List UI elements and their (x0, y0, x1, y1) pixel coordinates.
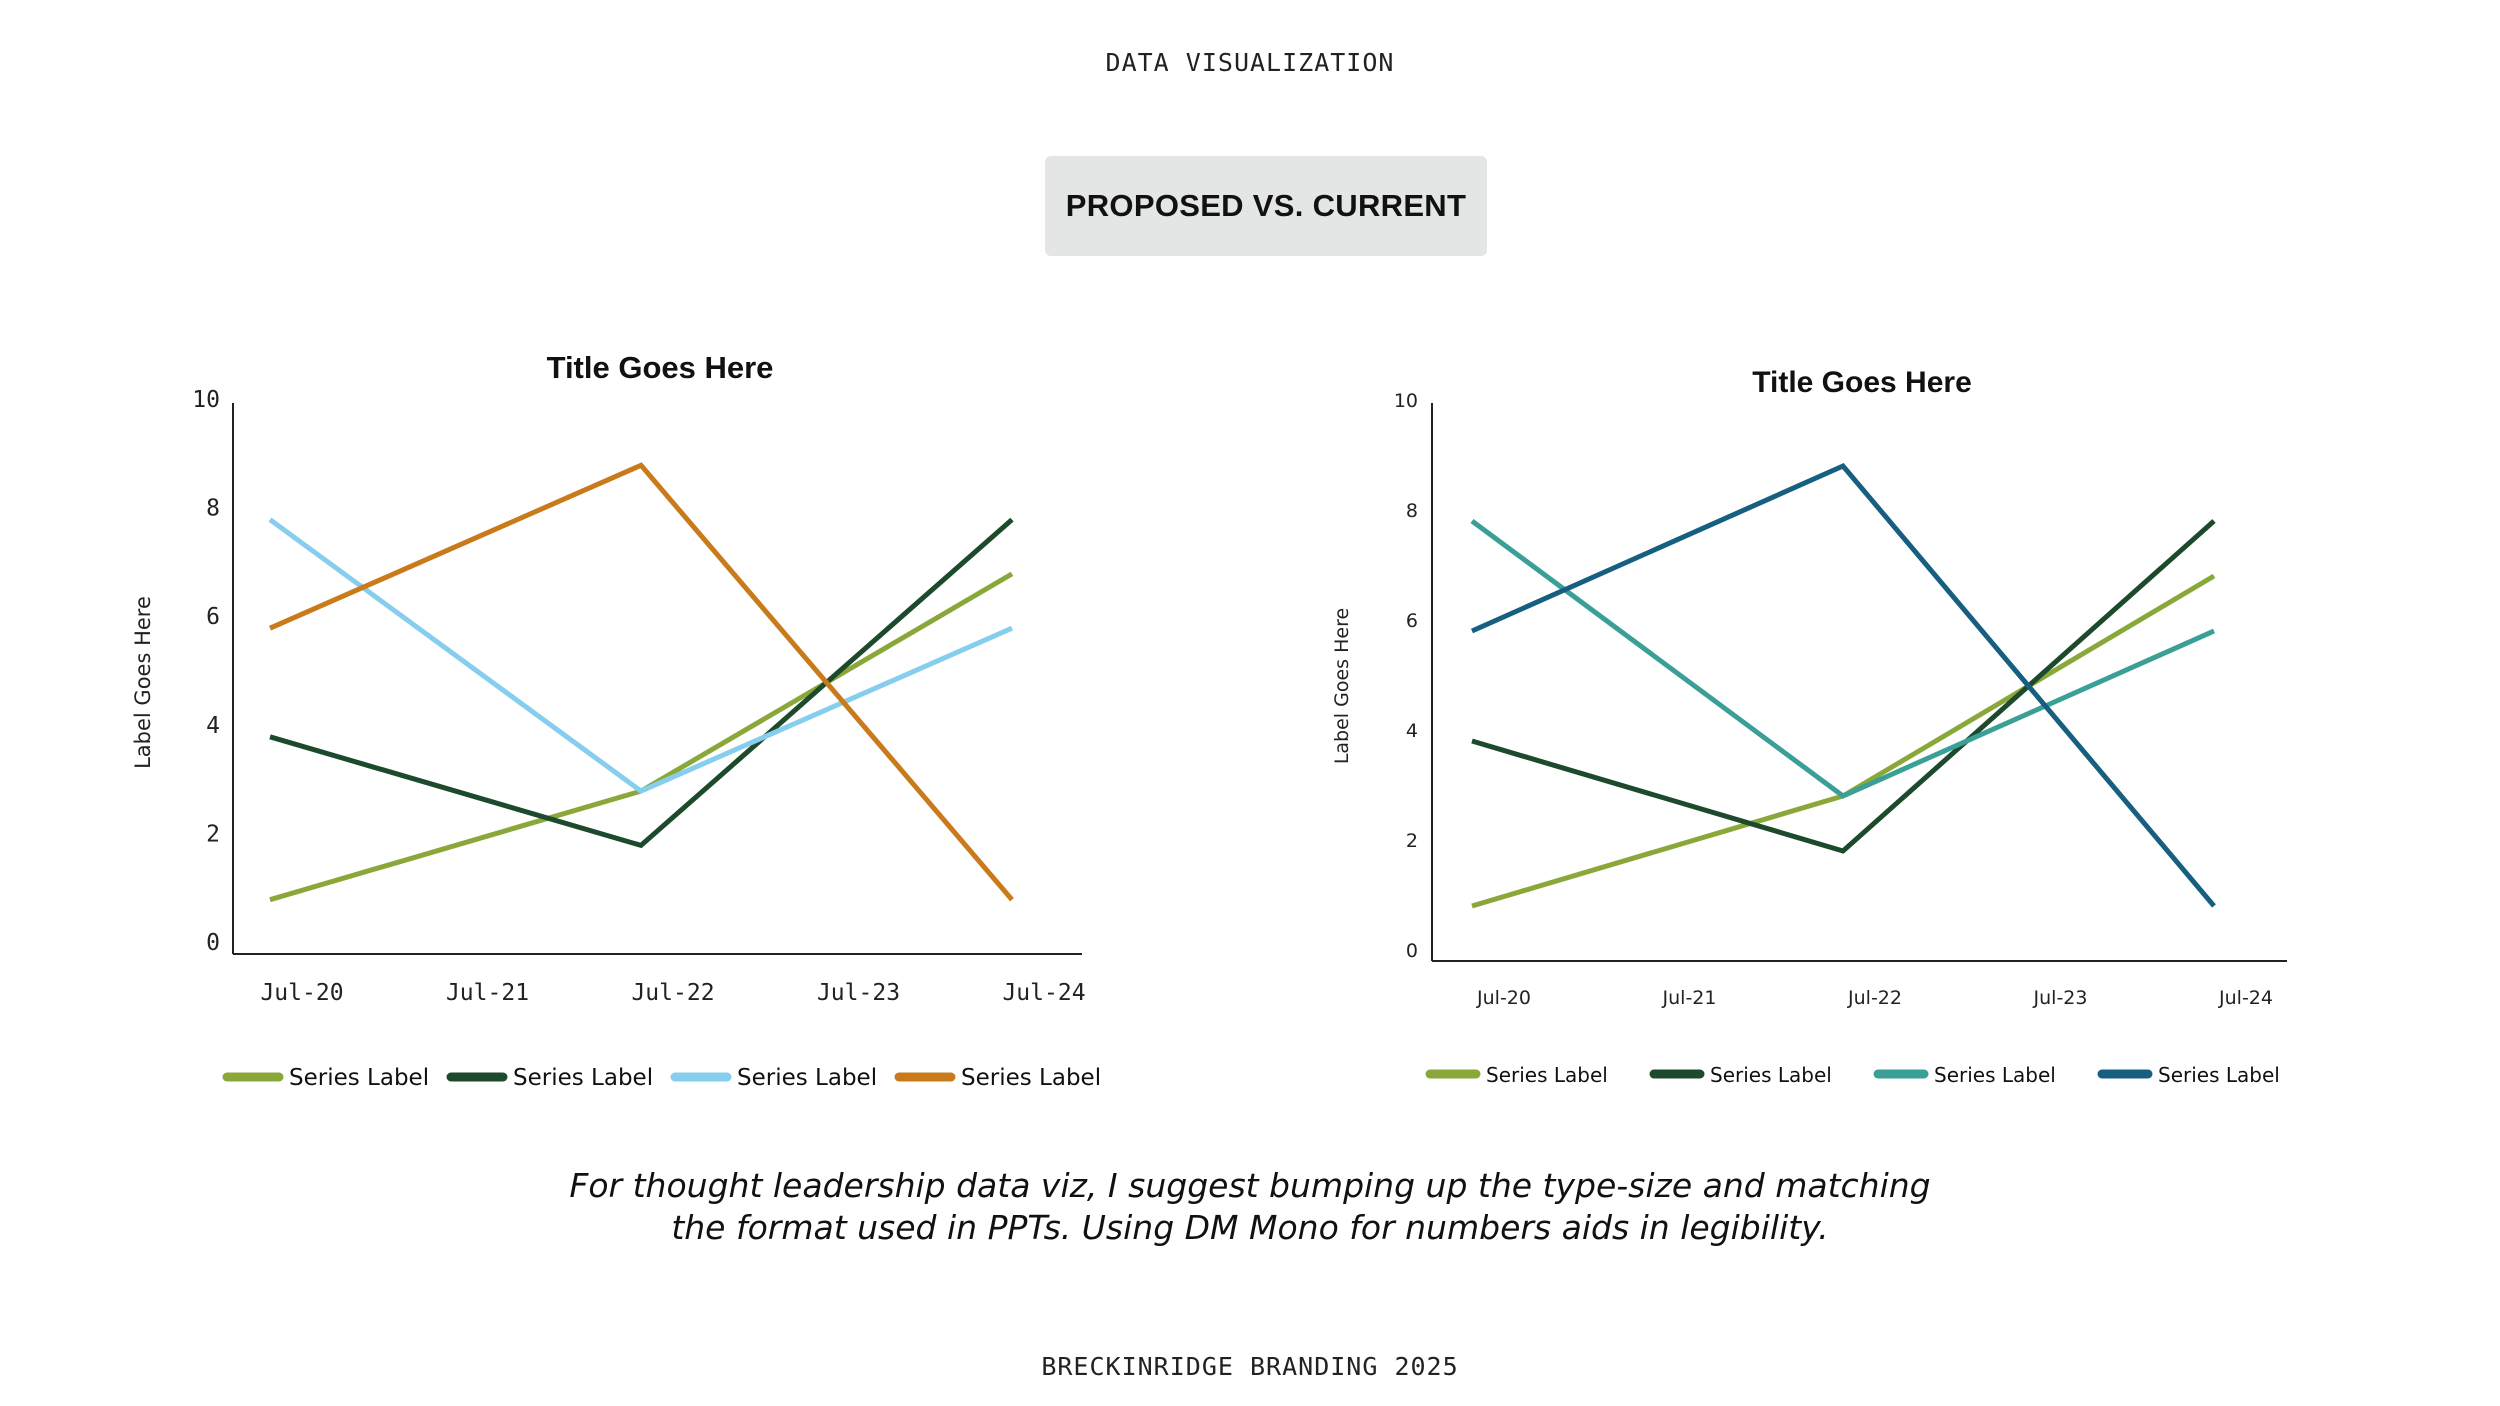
chart-title: Title Goes Here (547, 350, 774, 385)
y-tick-label: 6 (1406, 610, 1418, 632)
current-line-chart: Title Goes Here Label Goes Here 0 2 4 6 8 10 Jul… (1331, 366, 2287, 1087)
caption-line-1: For thought leadership data viz, I sugge… (569, 1166, 1931, 1205)
series-line-4 (1470, 462, 2216, 908)
x-tick-label: Jul-20 (1476, 987, 1531, 1009)
legend-label-2: Series Label (1710, 1063, 1832, 1087)
y-axis-label: Label Goes Here (131, 596, 155, 769)
y-tick-label: 0 (206, 930, 220, 956)
series-line-2 (269, 517, 1014, 849)
series-line-4 (268, 462, 1014, 902)
legend-label-1: Series Label (289, 1065, 429, 1091)
legend-label-4: Series Label (961, 1065, 1101, 1091)
legend-label-3: Series Label (1934, 1063, 2056, 1087)
caption-line-2: the format used in PPTs. Using DM Mono f… (671, 1208, 1829, 1247)
caption: For thought leadership data viz, I sugge… (0, 1165, 2500, 1249)
legend-label-3: Series Label (737, 1065, 877, 1091)
proposed-line-chart: Title Goes Here Label Goes Here 0 2 4 6 8 10 Jul… (131, 350, 1101, 1091)
y-tick-label: 0 (1406, 940, 1418, 962)
series-line-3 (1470, 518, 2216, 799)
legend-label-1: Series Label (1486, 1063, 1608, 1087)
x-tick-label: Jul-24 (1002, 980, 1085, 1006)
x-tick-label: Jul-24 (2218, 987, 2273, 1009)
y-tick-label: 8 (206, 496, 220, 522)
y-tick-label: 8 (1406, 500, 1418, 522)
legend-label-2: Series Label (513, 1065, 653, 1091)
y-tick-label: 4 (206, 713, 220, 739)
x-tick-label: Jul-21 (1662, 987, 1717, 1009)
legend-label-4: Series Label (2158, 1063, 2280, 1087)
y-tick-label: 2 (206, 821, 220, 847)
chart-title: Title Goes Here (1752, 366, 1972, 399)
y-tick-label: 10 (1394, 390, 1418, 412)
series-line-1 (269, 571, 1014, 903)
x-tick-label: Jul-22 (1847, 987, 1902, 1009)
badge-label: PROPOSED VS. CURRENT (1065, 188, 1467, 223)
x-tick-label: Jul-21 (446, 980, 529, 1006)
series-line-3 (268, 517, 1014, 794)
y-tick-label: 10 (192, 387, 220, 413)
y-tick-label: 6 (206, 604, 220, 630)
y-axis-label: Label Goes Here (1331, 608, 1353, 764)
x-tick-label: Jul-20 (260, 980, 343, 1006)
x-tick-label: Jul-23 (2033, 987, 2088, 1009)
eyebrow-label: DATA VISUALIZATION (1105, 48, 1395, 77)
y-tick-label: 2 (1406, 830, 1418, 852)
y-tick-label: 4 (1406, 720, 1418, 742)
footer-label: BRECKINRIDGE BRANDING 2025 (1041, 1352, 1459, 1381)
series-line-1 (1471, 573, 2216, 909)
x-tick-label: Jul-23 (817, 980, 900, 1006)
series-line-2 (1471, 519, 2216, 854)
comparison-badge: PROPOSED VS. CURRENT (1045, 156, 1487, 256)
x-tick-label: Jul-22 (631, 980, 714, 1006)
